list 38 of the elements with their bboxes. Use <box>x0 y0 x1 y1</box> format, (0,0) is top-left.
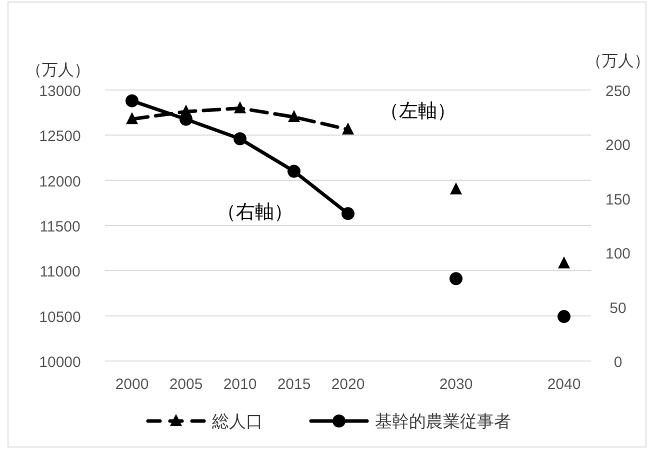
y2-tick-label: 0 <box>614 354 622 371</box>
y-tick-label: 10000 <box>39 354 81 371</box>
x-tick-label: 2000 <box>115 376 149 393</box>
point <box>450 182 462 194</box>
y2-tick-label: 50 <box>610 300 626 317</box>
y2-tick-label: 200 <box>605 137 631 154</box>
legend-label: 基幹的農業従事者 <box>375 412 511 431</box>
x-tick-label: 2005 <box>169 376 203 393</box>
y-tick-label: 11000 <box>40 264 80 281</box>
point <box>342 122 354 134</box>
point <box>126 94 138 108</box>
legend-label: 総人口 <box>211 412 263 431</box>
point <box>558 256 570 268</box>
y-tick-label: 10500 <box>39 308 81 326</box>
annotation: （右軸） <box>217 202 293 223</box>
x-tick-label: 2010 <box>223 376 257 393</box>
y-tick-label: 11500 <box>40 218 80 236</box>
point <box>234 101 246 114</box>
x-tick-label: 2030 <box>439 376 473 393</box>
point <box>558 310 570 324</box>
y-axis-title: （万人） <box>26 62 90 79</box>
x-tick-label: 2040 <box>547 376 581 393</box>
y2-tick-label: 150 <box>605 191 631 208</box>
y-tick-label: 13000 <box>39 83 81 100</box>
x-tick-label: 2015 <box>277 376 311 393</box>
point <box>450 272 462 286</box>
point <box>342 207 354 220</box>
point <box>234 132 246 146</box>
point <box>288 164 300 178</box>
x-tick-label: 2020 <box>331 376 365 393</box>
y2-axis-title: （万人） <box>586 53 650 70</box>
y2-tick-label: 250 <box>605 83 631 100</box>
point <box>288 110 300 122</box>
y-tick-label: 12500 <box>39 128 81 146</box>
y2-tick-label: 100 <box>605 246 631 263</box>
annotation: （左軸） <box>380 101 456 122</box>
y-tick-label: 12000 <box>39 173 81 190</box>
point <box>126 112 138 124</box>
